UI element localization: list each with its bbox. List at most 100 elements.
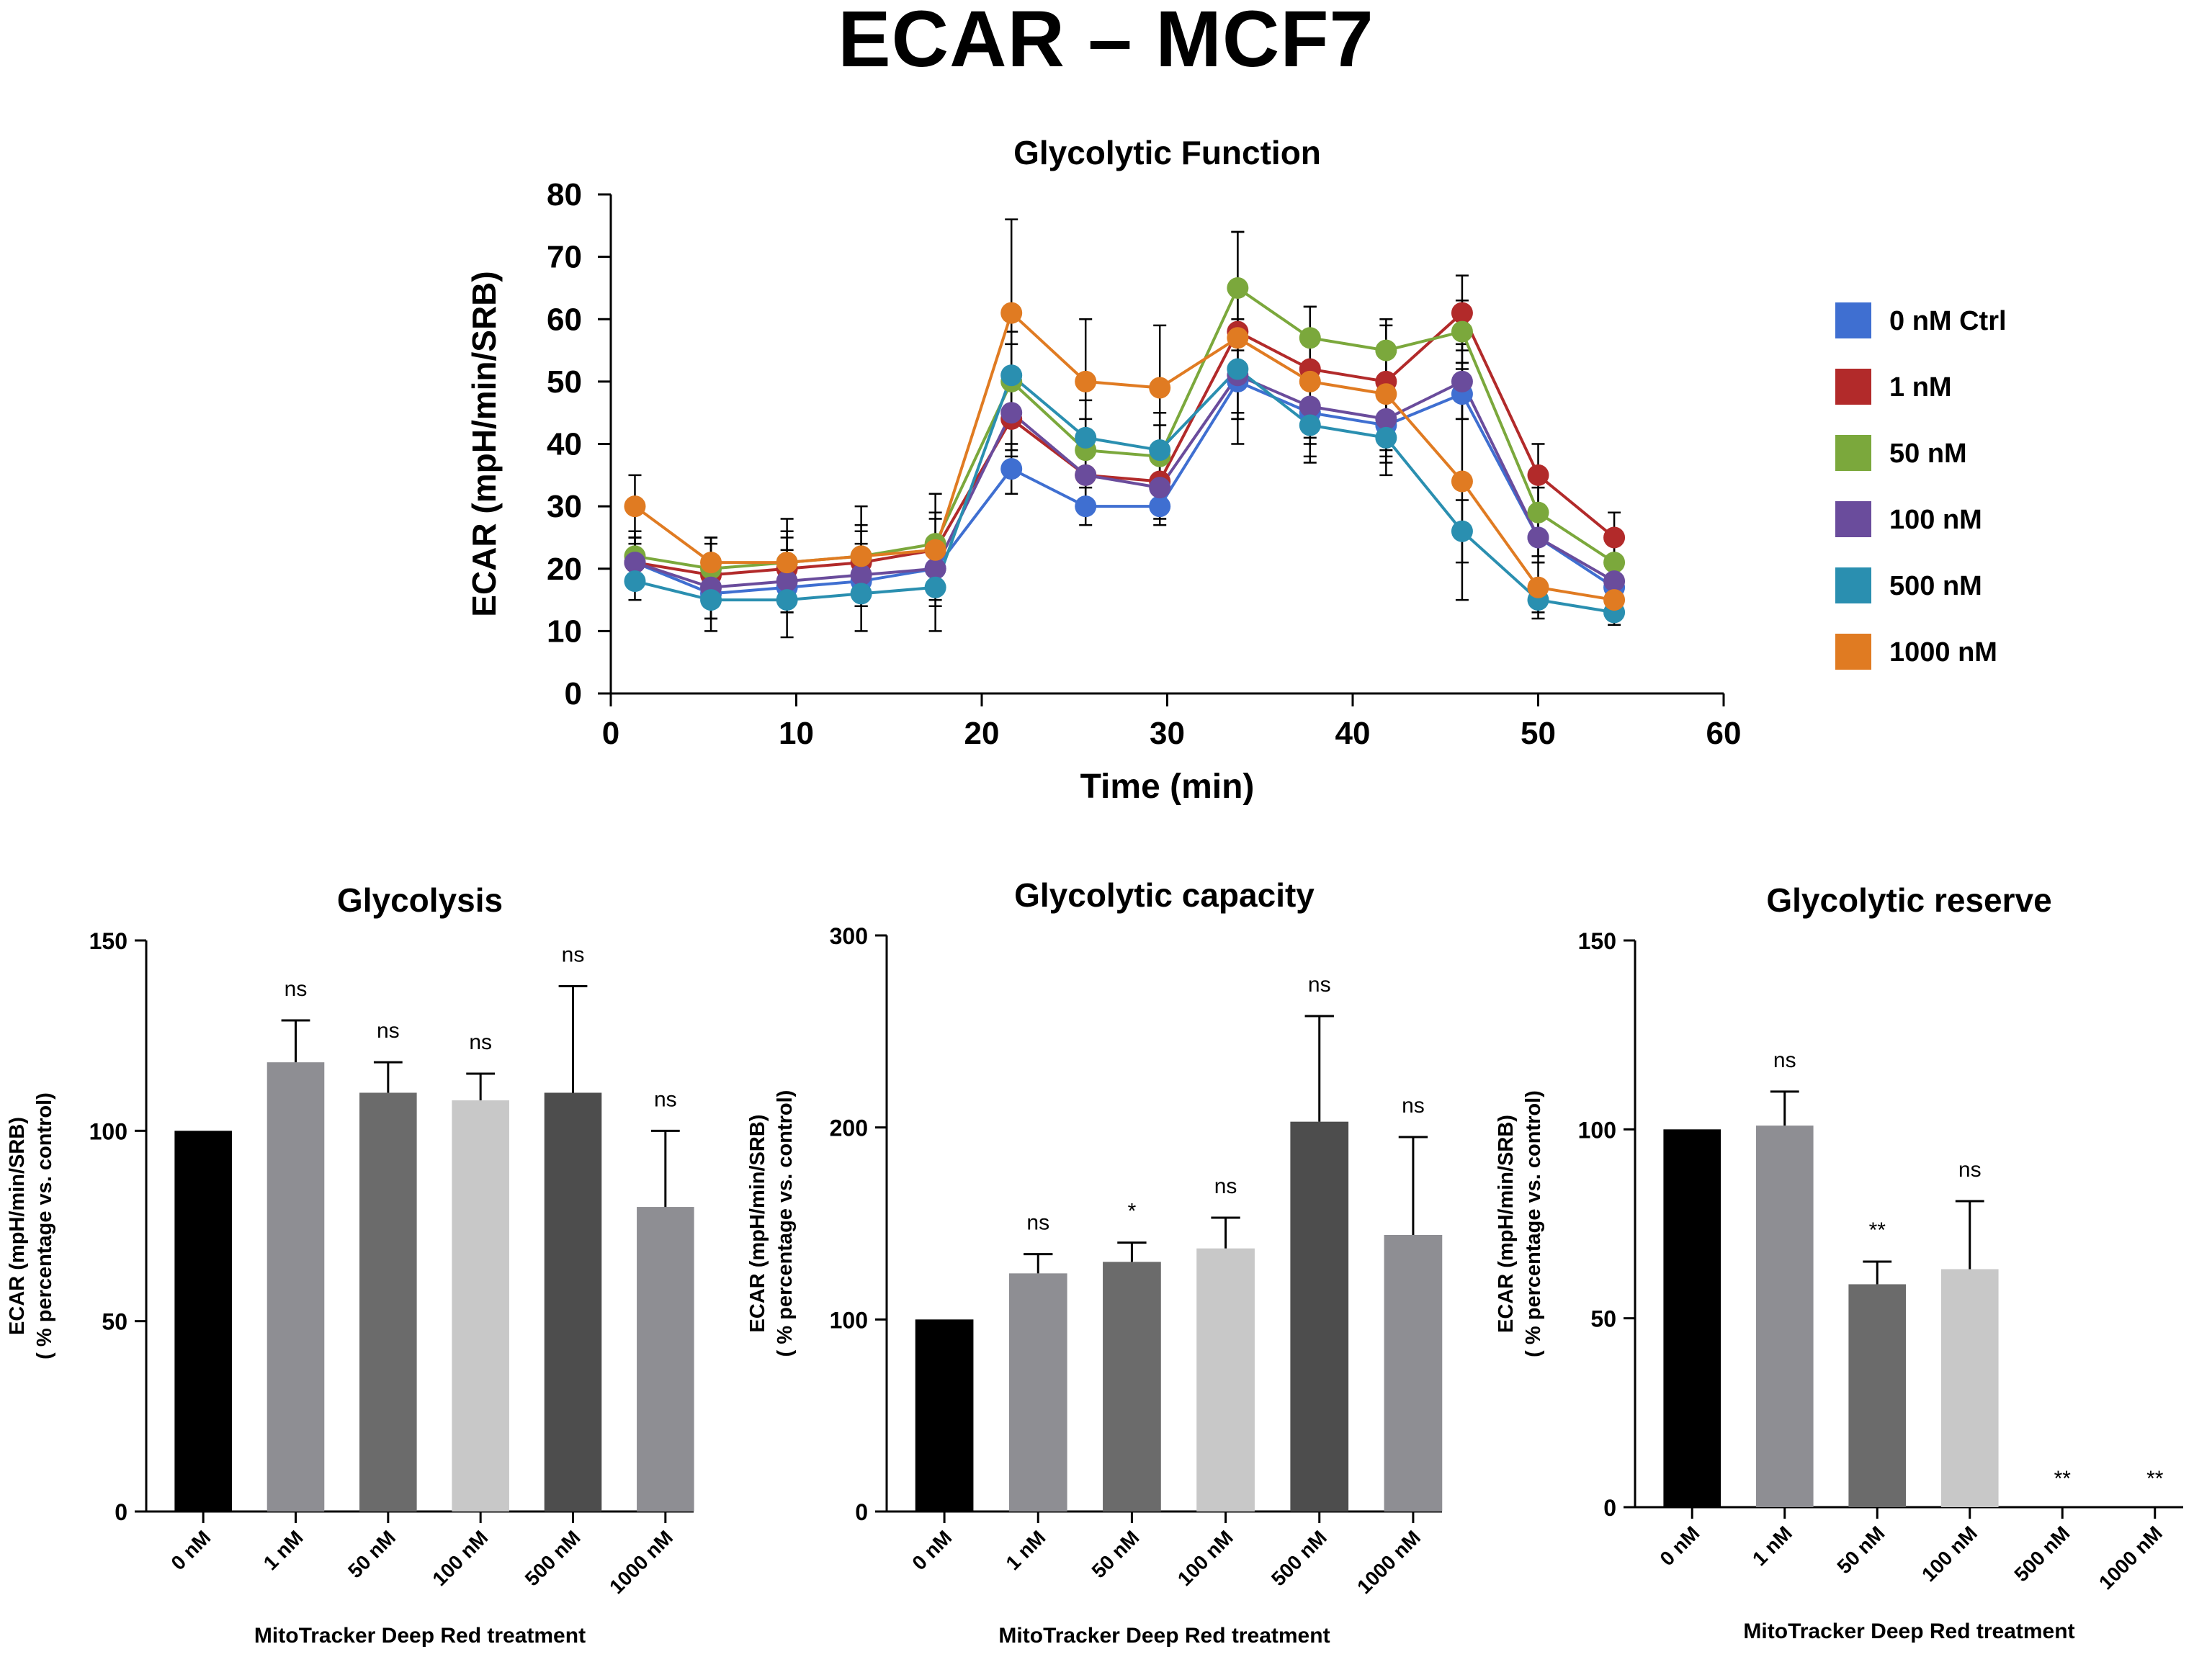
legend-label: 100 nM [1889, 505, 1982, 535]
significance-label: ns [285, 977, 308, 1001]
x-axis-title: Time (min) [1080, 768, 1255, 806]
x-tick-label: 100 nM [1917, 1522, 1982, 1586]
x-tick-label: 10 [779, 716, 814, 751]
legend-swatch [1835, 501, 1871, 537]
data-point [1299, 414, 1321, 436]
legend-label: 500 nM [1889, 571, 1982, 601]
y-axis-title: ECAR (mpH/min/SRB) [465, 271, 503, 616]
y-tick-label: 0 [565, 676, 582, 711]
bar [267, 1062, 325, 1511]
significance-label: ns [1773, 1048, 1796, 1072]
data-point [1299, 327, 1321, 349]
data-point [1375, 383, 1397, 405]
y-axis-title: ECAR (mpH/min/SRB) [1495, 1115, 1518, 1333]
x-tick-label: 500 nM [1267, 1526, 1331, 1590]
y-tick-label: 80 [547, 177, 582, 212]
data-point [1075, 464, 1097, 486]
y-tick-label: 30 [547, 489, 582, 524]
x-axis-title: MitoTracker Deep Red treatment [254, 1624, 586, 1648]
data-point [700, 589, 722, 611]
data-point [1451, 320, 1473, 343]
y-tick-label: 50 [102, 1309, 127, 1335]
data-point [1375, 408, 1397, 430]
data-point [1603, 570, 1626, 593]
significance-label: ** [2146, 1467, 2164, 1491]
data-point [1227, 277, 1249, 299]
y-tick-label: 10 [547, 614, 582, 649]
series-line [634, 310, 1615, 602]
data-point [1149, 377, 1171, 399]
x-tick-label: 0 nM [166, 1526, 215, 1574]
data-point [924, 557, 946, 580]
data-point [1299, 370, 1321, 392]
bar [1848, 1284, 1907, 1507]
significance-label: ** [2054, 1467, 2072, 1491]
bar [1663, 1129, 1721, 1507]
data-point [1075, 426, 1097, 449]
data-point [1375, 426, 1397, 449]
significance-label: ns [1214, 1174, 1237, 1198]
y-tick-label: 70 [547, 240, 582, 275]
y-tick-label: 20 [547, 552, 582, 587]
legend-label: 0 nM Ctrl [1889, 306, 2007, 336]
data-point [1299, 395, 1321, 418]
data-point [924, 539, 946, 561]
legend-swatch [1835, 302, 1871, 338]
bar [637, 1207, 694, 1511]
y-tick-label: 0 [855, 1499, 868, 1525]
x-tick-label: 100 nM [428, 1526, 492, 1590]
data-point [1227, 327, 1249, 349]
significance-label: ns [377, 1019, 400, 1043]
figure-title: ECAR – MCF7 [838, 0, 1374, 84]
significance-label: ns [469, 1030, 492, 1054]
series-line [634, 367, 1615, 614]
y-tick-label: 300 [830, 923, 868, 949]
legend-swatch [1835, 435, 1871, 471]
y-axis-title-sub: ( % percentage vs. control) [774, 1090, 797, 1357]
bar [1384, 1235, 1443, 1511]
x-tick-label: 1 nM [1748, 1522, 1796, 1570]
significance-label: ns [1402, 1094, 1425, 1118]
data-point [1000, 402, 1023, 424]
bar [1103, 1262, 1161, 1511]
bar [544, 1092, 602, 1511]
legend-label: 1000 nM [1889, 637, 1997, 668]
bar [1290, 1121, 1349, 1511]
data-point [776, 552, 798, 574]
series-line [634, 379, 1616, 596]
x-tick-label: 40 [1335, 716, 1371, 751]
data-point [776, 589, 798, 611]
bar [1940, 1269, 1999, 1507]
data-point [776, 570, 798, 593]
x-tick-label: 0 [602, 716, 619, 751]
data-point [1451, 520, 1473, 542]
bar [915, 1319, 974, 1511]
legend-swatch [1835, 369, 1871, 405]
x-tick-label: 60 [1706, 716, 1742, 751]
data-point [1075, 495, 1097, 518]
y-tick-label: 100 [830, 1307, 868, 1333]
y-tick-label: 0 [115, 1499, 127, 1525]
x-tick-label: 0 nM [908, 1526, 956, 1574]
x-axis-title: MitoTracker Deep Red treatment [998, 1624, 1330, 1648]
data-point [1227, 358, 1249, 380]
data-point [850, 583, 872, 605]
significance-label: ** [1869, 1218, 1886, 1242]
y-tick-label: 100 [1578, 1117, 1616, 1143]
x-tick-label: 50 nM [1088, 1526, 1144, 1582]
data-point [1527, 526, 1549, 549]
series-line [635, 310, 1616, 577]
bar-chart-title: Glycolytic reserve [1766, 881, 2051, 919]
data-point [850, 564, 872, 586]
y-axis-title: ECAR (mpH/min/SRB) [746, 1115, 769, 1333]
y-axis-title: ECAR (mpH/min/SRB) [6, 1117, 29, 1335]
data-point [1000, 458, 1023, 480]
data-point [924, 576, 946, 598]
data-point [1527, 576, 1549, 598]
y-tick-label: 100 [89, 1118, 127, 1144]
bar [1755, 1126, 1814, 1507]
data-point [1603, 552, 1626, 574]
significance-label: ns [1026, 1211, 1049, 1235]
